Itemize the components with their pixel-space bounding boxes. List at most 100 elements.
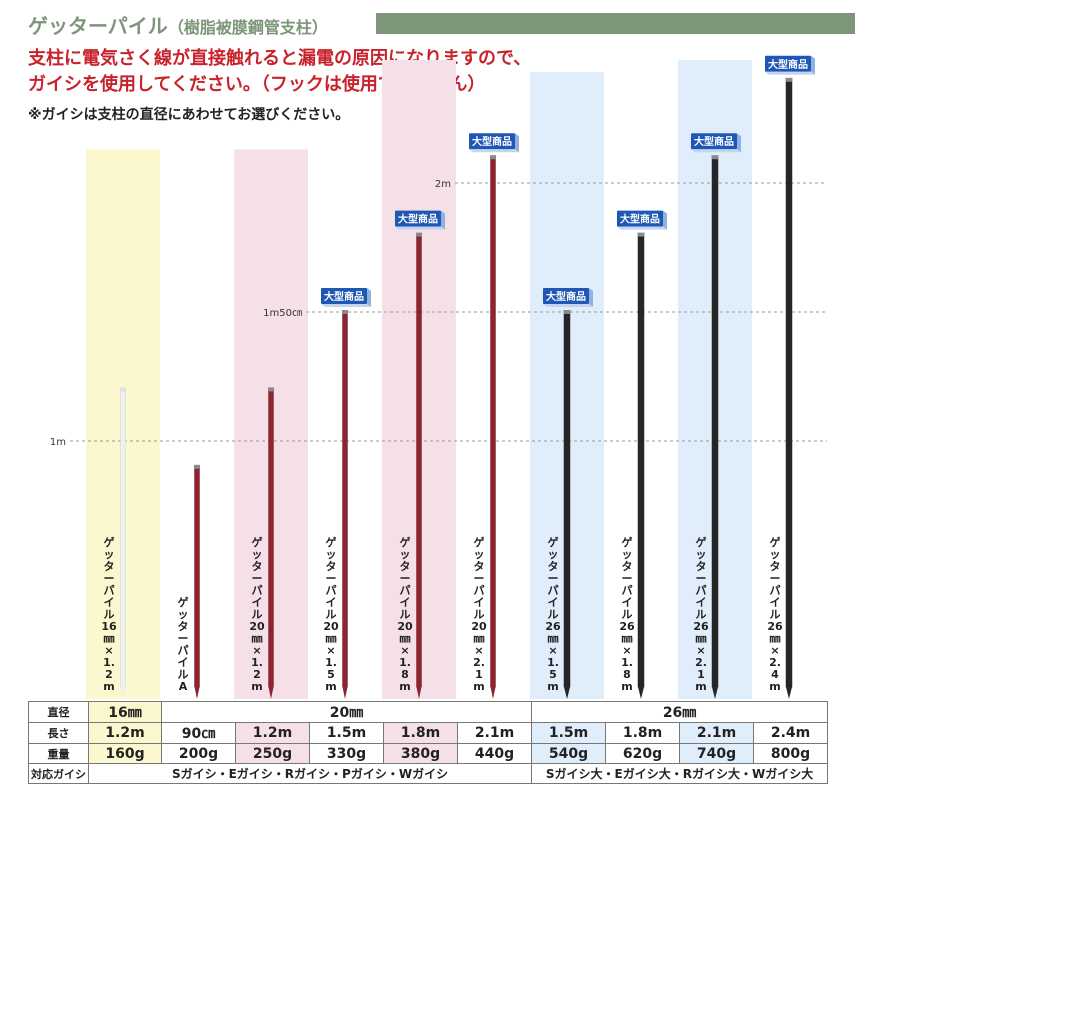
- large-item-badge-label: 大型商品: [620, 213, 660, 226]
- large-item-badge-bottom: [321, 304, 371, 307]
- product-name-label: ゲッターパイル26㎜×1.5m: [545, 536, 561, 693]
- product-name-label: ゲッターパイル20㎜×1.5m: [323, 536, 339, 693]
- large-item-badge: [321, 288, 367, 304]
- post-bar: [563, 311, 571, 688]
- post-bar: [416, 234, 422, 688]
- large-item-badge-side: [367, 288, 371, 307]
- insulator-note: ※ガイシは支柱の直径にあわせてお選びください。: [28, 107, 350, 123]
- post-bar: [342, 311, 348, 688]
- post-tip: [268, 687, 274, 699]
- table-cell: 160g: [88, 743, 162, 764]
- table-cell: 16㎜: [88, 701, 162, 723]
- product-name-label: ゲッターパイル26㎜×2.4m: [767, 536, 783, 693]
- post-cap: [268, 387, 274, 392]
- table-cell: 740g: [679, 743, 755, 764]
- post-cap: [785, 77, 793, 82]
- table-cell: 2.1m: [679, 722, 755, 744]
- product-name-label: ゲッターパイル26㎜×1.8m: [619, 536, 635, 693]
- diameter-row: 直径 16㎜ 20㎜ 26㎜: [28, 701, 829, 723]
- table-cell: 1.8m: [605, 722, 681, 744]
- table-cell: 90㎝: [161, 722, 236, 744]
- table-cell: 2.4m: [753, 722, 829, 744]
- large-item-badge-bottom: [765, 71, 815, 75]
- title-bar: [376, 13, 855, 34]
- post-bar: [637, 234, 645, 688]
- table-cell: 20㎜: [160, 701, 533, 723]
- large-item-badge-label: 大型商品: [768, 58, 808, 71]
- post-cap: [490, 155, 496, 160]
- row-header: 重量: [28, 743, 89, 764]
- post-tip: [416, 687, 422, 699]
- table-cell: Sガイシ大・Eガイシ大・Rガイシ大・Wガイシ大: [531, 763, 829, 784]
- post-tip: [194, 687, 200, 699]
- post-bar: [785, 79, 793, 688]
- table-cell: 330g: [309, 743, 384, 764]
- post-tip: [490, 687, 496, 699]
- large-item-badge-side: [441, 210, 445, 230]
- warning-line-2: ガイシを使用してください。（フックは使用できません）: [28, 74, 486, 95]
- large-item-badge-label: 大型商品: [472, 135, 512, 148]
- post-cap: [563, 310, 571, 314]
- post-tip: [638, 687, 644, 699]
- large-item-badge-bottom: [691, 149, 741, 153]
- large-item-badge-side: [515, 133, 519, 153]
- large-item-badge: [617, 210, 663, 227]
- post-cap: [342, 310, 348, 314]
- large-item-badge-side: [663, 210, 667, 230]
- table-cell: 540g: [531, 743, 607, 764]
- large-item-badge-label: 大型商品: [694, 135, 734, 148]
- table-cell: 380g: [383, 743, 458, 764]
- spec-table: 直径 16㎜ 20㎜ 26㎜ 長さ 1.2m 90㎝ 1.2m 1.5m 1.8…: [28, 701, 829, 784]
- post-tip: [564, 687, 570, 699]
- insulator-row: 対応ガイシ Sガイシ・Eガイシ・Rガイシ・Pガイシ・Wガイシ Sガイシ大・Eガイ…: [28, 763, 829, 784]
- large-item-badge-side: [589, 288, 593, 307]
- large-item-badge: [543, 288, 589, 304]
- table-cell: 440g: [456, 743, 533, 764]
- post-cap: [416, 232, 422, 237]
- post-tip: [712, 687, 718, 699]
- table-cell: 1.2m: [88, 722, 162, 744]
- post-tip: [786, 687, 792, 699]
- product-name-label: ゲッターパイル20㎜×1.8m: [397, 536, 413, 693]
- weight-row: 重量 160g 200g 250g 330g 380g 440g 540g 62…: [28, 743, 829, 764]
- post-bar: [120, 389, 126, 688]
- post-bar: [490, 156, 496, 688]
- post-tip: [342, 687, 348, 699]
- length-row: 長さ 1.2m 90㎝ 1.2m 1.5m 1.8m 2.1m 1.5m 1.8…: [28, 722, 829, 744]
- large-item-badge: [691, 133, 737, 150]
- post-cap: [637, 232, 645, 237]
- table-cell: 250g: [235, 743, 310, 764]
- large-item-badge-bottom: [617, 226, 667, 230]
- post-cap: [120, 387, 126, 392]
- row-header: 直径: [28, 701, 89, 723]
- large-item-badge-bottom: [395, 226, 445, 230]
- product-name-label: ゲッターパイル20㎜×2.1m: [471, 536, 487, 693]
- title-row: ゲッターパイル（樹脂被膜鋼管支柱）: [28, 10, 855, 38]
- large-item-badge-bottom: [469, 149, 519, 153]
- table-cell: Sガイシ・Eガイシ・Rガイシ・Pガイシ・Wガイシ: [87, 763, 533, 784]
- table-cell: 1.5m: [309, 722, 384, 744]
- table-cell: 1.2m: [235, 722, 310, 744]
- page-title: ゲッターパイル（樹脂被膜鋼管支柱）: [28, 14, 328, 38]
- large-item-badge-bottom: [543, 304, 593, 307]
- y-tick-label: 1m: [50, 437, 66, 448]
- large-item-badge: [395, 210, 441, 227]
- post-cap: [711, 155, 719, 160]
- post-cap: [194, 464, 200, 469]
- post-bar: [194, 466, 200, 688]
- y-tick-label: 1m50㎝: [263, 308, 302, 319]
- large-item-badge-side: [811, 55, 815, 75]
- page-subtitle: （樹脂被膜鋼管支柱）: [167, 18, 328, 37]
- product-name-label: ゲッターパイル20㎜×1.2m: [249, 536, 265, 693]
- product-name-label: ゲッターパイル16㎜×1.2m: [101, 536, 117, 693]
- post-bar: [268, 389, 274, 688]
- large-item-badge-label: 大型商品: [324, 290, 364, 303]
- product-name-label: ゲッターパイル26㎜×2.1m: [693, 536, 709, 693]
- table-cell: 800g: [753, 743, 829, 764]
- table-cell: 2.1m: [456, 722, 533, 744]
- table-cell: 1.5m: [531, 722, 607, 744]
- table-cell: 1.8m: [383, 722, 458, 744]
- row-header: 長さ: [28, 722, 89, 744]
- table-cell: 620g: [605, 743, 681, 764]
